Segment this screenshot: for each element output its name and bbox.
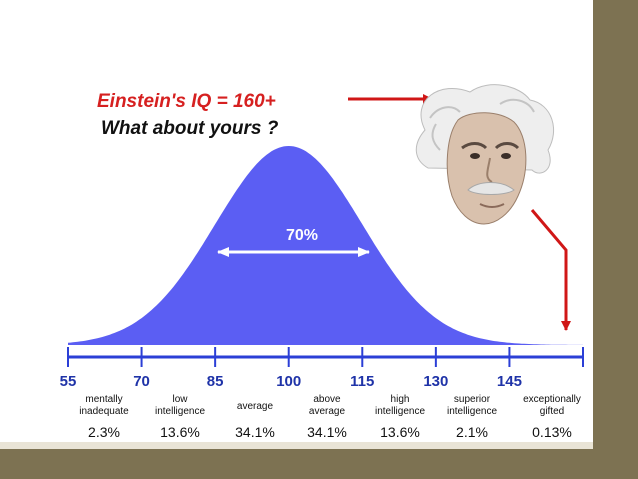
category-label: high (391, 394, 410, 405)
x-tick-label: 130 (423, 373, 448, 390)
category-percent: 2.1% (456, 424, 488, 440)
x-tick-label: 85 (207, 373, 224, 390)
category-label: intelligence (155, 406, 205, 417)
slide-side-bar (593, 0, 638, 479)
category-label: exceptionally (523, 394, 581, 405)
category-label: inadequate (79, 406, 129, 417)
category-label: average (237, 401, 274, 412)
x-tick-label: 145 (497, 373, 522, 390)
slide-bottom-band (0, 442, 593, 449)
category-label: intelligence (447, 406, 497, 417)
category-label: mentally (85, 394, 122, 405)
category-percent: 34.1% (235, 424, 275, 440)
portrait-to-axis-arrow (530, 209, 571, 331)
category-labels: mentallyinadequate2.3%lowintelligence13.… (79, 394, 581, 440)
x-tick-label: 115 (350, 373, 374, 390)
x-axis-ticks: 55 70 85 100 115 130 145 (60, 347, 584, 390)
category-label: average (309, 406, 346, 417)
x-tick-label: 100 (276, 373, 301, 390)
chart-title-line-2: What about yours ? (101, 118, 279, 139)
einstein-portrait-icon (415, 84, 555, 225)
category-label: above (313, 394, 341, 405)
category-label: gifted (540, 406, 564, 417)
category-label: intelligence (375, 406, 425, 417)
x-tick-label: 55 (60, 373, 77, 390)
category-percent: 34.1% (307, 424, 347, 440)
seventy-percent-label: 70% (286, 227, 318, 244)
category-percent: 2.3% (88, 424, 120, 440)
bell-curve-area (68, 146, 583, 345)
category-label: low (172, 394, 188, 405)
chart-title-line-1: Einstein's IQ = 160+ (97, 91, 276, 112)
x-tick-label: 70 (133, 373, 150, 390)
category-percent: 0.13% (532, 424, 572, 440)
category-percent: 13.6% (160, 424, 200, 440)
slide-bottom-bar (0, 449, 638, 479)
category-percent: 13.6% (380, 424, 420, 440)
category-label: superior (454, 394, 491, 405)
